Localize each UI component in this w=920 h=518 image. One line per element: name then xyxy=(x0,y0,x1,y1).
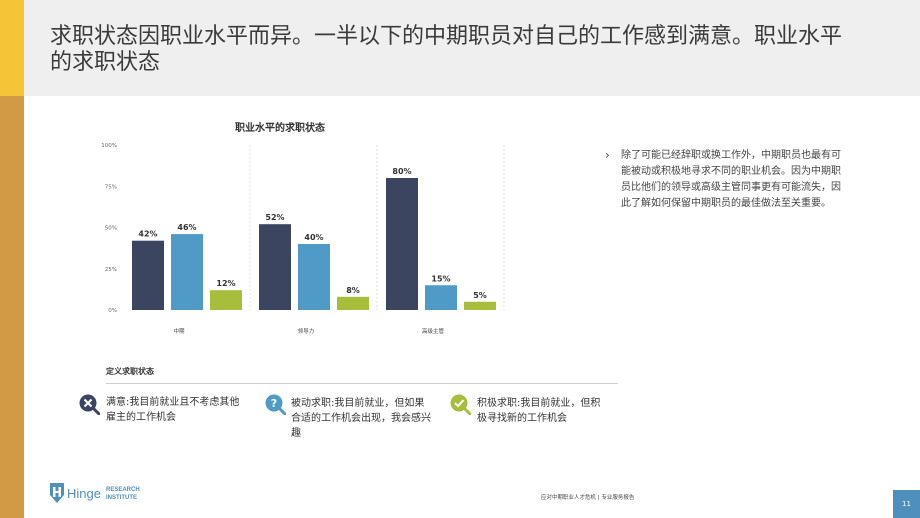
y-tick-label: 0% xyxy=(108,308,117,314)
bar xyxy=(386,178,418,310)
left-accent-bar-bottom xyxy=(0,96,24,518)
hinge-logo: Hinge RESEARCH INSTITUTE xyxy=(50,483,140,503)
svg-text:?: ? xyxy=(271,397,277,410)
check-search-icon xyxy=(450,394,471,415)
header-band xyxy=(24,0,920,96)
footer-report-title: 应对中期职业人才危机 | 专业服务报告 xyxy=(541,495,635,501)
definition-passive: 被动求职:我目前就业，但如果合适的工作机会出现，我会感兴趣 xyxy=(291,398,431,439)
bar xyxy=(171,234,203,310)
left-accent-bar-top xyxy=(0,0,24,96)
logo-line1: RESEARCH xyxy=(106,487,140,493)
bar xyxy=(298,244,330,310)
bar xyxy=(132,240,164,310)
bar-value-label: 80% xyxy=(392,167,411,176)
page-title: 求职状态因职业水平而异。一半以下的中期职员对自己的工作感到满意。职业水平的求职状… xyxy=(50,24,843,75)
y-tick-label: 100% xyxy=(101,143,117,149)
bar-value-label: 52% xyxy=(265,213,284,222)
category-label: 领导力 xyxy=(298,327,315,335)
chart-title: 职业水平的求职状态 xyxy=(235,121,325,134)
bar-value-label: 12% xyxy=(216,279,235,288)
definitions-divider xyxy=(106,383,618,384)
y-tick-label: 25% xyxy=(105,267,117,273)
category-label: 中期 xyxy=(173,327,185,335)
bar xyxy=(210,290,242,310)
bar-value-label: 42% xyxy=(138,230,157,239)
bar-value-label: 46% xyxy=(177,223,196,232)
category-label: 高级主管 xyxy=(422,327,445,335)
page-number: 11 xyxy=(893,490,920,518)
bar-value-label: 8% xyxy=(346,286,360,295)
bar-value-label: 15% xyxy=(431,274,450,283)
bar-value-label: 5% xyxy=(473,291,487,300)
bullet-arrow-icon: › xyxy=(605,148,610,162)
bar-value-label: 40% xyxy=(304,233,323,242)
y-tick-label: 50% xyxy=(105,226,117,232)
definitions-title: 定义求职状态 xyxy=(106,367,154,376)
bar xyxy=(425,285,457,310)
bar xyxy=(337,296,369,310)
definition-satisfied: 满意:我目前就业且不考虑其他雇主的工作机会 xyxy=(106,397,240,423)
y-tick-label: 75% xyxy=(105,184,117,190)
logo-line2: INSTITUTE xyxy=(106,495,137,501)
bar-chart: 职业水平的求职状态 0% 25% 50% 75% 100% 42% 46% 12% 中期 52% 40… xyxy=(101,121,505,335)
logo-word: Hinge xyxy=(67,486,101,501)
definition-active: 积极求职:我目前就业，但积极寻找新的工作机会 xyxy=(477,398,601,424)
sidebar-paragraph: 除了可能已经辞职或换工作外，中期职员也最有可能被动或积极地寻求不同的职业机会。因… xyxy=(621,150,841,209)
question-search-icon: ? xyxy=(265,394,286,415)
bar xyxy=(259,224,291,310)
x-search-icon xyxy=(79,394,100,415)
bar xyxy=(464,301,496,310)
